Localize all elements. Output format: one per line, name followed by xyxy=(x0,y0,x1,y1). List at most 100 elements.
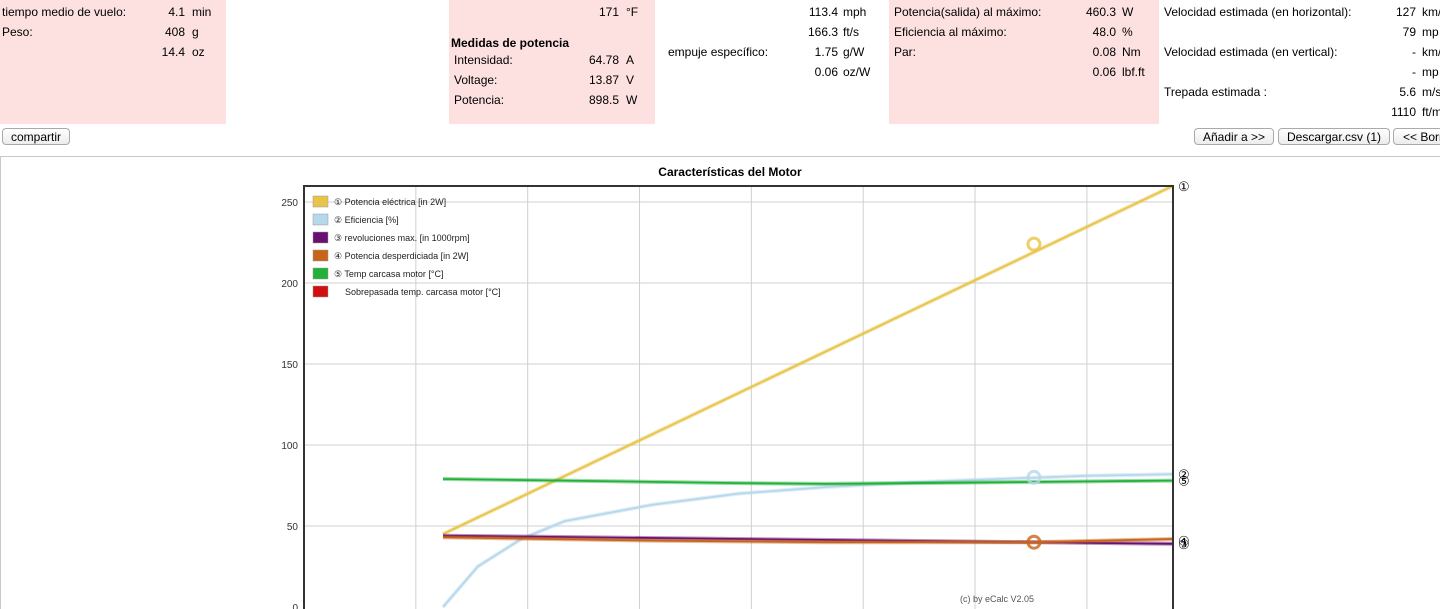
v-speed-mph-unit: mp xyxy=(1422,65,1439,79)
legend-label: ④ Potencia desperdiciada [in 2W] xyxy=(334,251,469,261)
y-tick-label: 50 xyxy=(287,522,299,533)
operating-point-marker xyxy=(1026,469,1042,485)
y-tick-label: 200 xyxy=(281,279,298,290)
legend-swatch xyxy=(312,267,329,280)
chart-grid xyxy=(304,186,1173,609)
power-value: 898.5 xyxy=(588,93,619,107)
weight-label: Peso: xyxy=(2,25,33,39)
current-value: 64.78 xyxy=(588,53,619,67)
legend-swatch xyxy=(312,213,329,226)
v-speed-kmh-unit: km/ xyxy=(1422,45,1440,59)
flight-time-value: 4.1 xyxy=(168,5,185,19)
weight-g-unit: g xyxy=(192,25,199,39)
y-tick-label: 150 xyxy=(281,360,298,371)
speed-fts-unit: ft/s xyxy=(843,25,860,39)
torque-lbf-value: 0.06 xyxy=(1092,65,1116,79)
delete-button[interactable]: << Borr xyxy=(1393,128,1440,145)
torque-lbf-unit: lbf.ft xyxy=(1122,65,1145,79)
max-eff-label: Eficiencia al máximo: xyxy=(894,25,1007,39)
thrust-ozw-unit: oz/W xyxy=(843,65,871,79)
climb-ms-value: 5.6 xyxy=(1399,85,1416,99)
temp-value: 171 xyxy=(598,5,619,19)
thrust-gw-unit: g/W xyxy=(843,45,865,59)
power-measures-panel xyxy=(449,0,655,124)
chart-title: Características del Motor xyxy=(658,165,802,179)
power-measures-title: Medidas de potencia xyxy=(451,36,570,50)
add-to-button[interactable]: Añadir a >> xyxy=(1194,128,1275,145)
h-speed-label: Velocidad estimada (en horizontal): xyxy=(1164,5,1352,19)
current-unit: A xyxy=(626,53,635,67)
motor-characteristics-chart: Características del Motor 0 50 100 150 200 25… xyxy=(281,165,1190,609)
section-divider xyxy=(0,156,1440,157)
chart-watermark: (c) by eCalc V2.05 xyxy=(960,594,1034,604)
v-speed-kmh-value: - xyxy=(1412,45,1416,59)
chart-legend: ① Potencia eléctrica [in 2W] ② Eficiencia… xyxy=(312,195,501,298)
flight-time-unit: min xyxy=(192,5,212,19)
y-tick-label: 100 xyxy=(281,441,298,452)
current-label: Intensidad: xyxy=(454,53,513,67)
chart-series xyxy=(441,183,1174,609)
legend-swatch xyxy=(312,231,329,244)
weight-oz-unit: oz xyxy=(192,45,205,59)
left-border xyxy=(0,156,1,609)
legend-label: ③ revoluciones max. [in 1000rpm] xyxy=(334,233,470,243)
end-labels: ① ②⑤ ③④ xyxy=(1178,179,1190,552)
voltage-unit: V xyxy=(626,73,635,87)
max-power-value: 460.3 xyxy=(1085,5,1116,19)
climb-label: Trepada estimada : xyxy=(1164,85,1267,99)
max-output-panel xyxy=(889,0,1159,124)
thrust-gw-value: 1.75 xyxy=(814,45,838,59)
y-axis: 0 50 100 150 200 250 xyxy=(281,198,298,609)
v-speed-label: Velocidad estimada (en vertical): xyxy=(1164,45,1338,59)
series-line xyxy=(442,536,1174,544)
torque-nm-unit: Nm xyxy=(1122,45,1141,59)
max-power-unit: W xyxy=(1122,5,1134,19)
voltage-label: Voltage: xyxy=(454,73,498,87)
h-speed-mph-value: 79 xyxy=(1402,25,1416,39)
operating-point-marker xyxy=(1026,534,1042,550)
h-speed-kmh-value: 127 xyxy=(1395,5,1416,19)
legend-label: ② Eficiencia [%] xyxy=(334,215,399,225)
temp-unit: °F xyxy=(626,5,639,19)
legend-swatch xyxy=(312,195,329,208)
speed-mph-value: 113.4 xyxy=(808,5,838,19)
max-eff-unit: % xyxy=(1122,25,1133,39)
flight-info-panel xyxy=(0,0,226,124)
y-tick-label: 0 xyxy=(292,603,298,609)
legend-label: Sobrepasada temp. carcasa motor [°C] xyxy=(345,287,501,297)
flight-time-label: tiempo medio de vuelo: xyxy=(2,5,127,19)
download-csv-button[interactable]: Descargar.csv (1) xyxy=(1278,128,1391,145)
series-end-label: ② xyxy=(1178,467,1190,482)
torque-nm-value: 0.08 xyxy=(1092,45,1116,59)
power-label: Potencia: xyxy=(454,93,505,107)
weight-oz-value: 14.4 xyxy=(161,45,185,59)
v-speed-mph-value: - xyxy=(1412,65,1416,79)
torque-label: Par: xyxy=(894,45,917,59)
share-button[interactable]: compartir xyxy=(2,128,71,145)
thrust-ozw-value: 0.06 xyxy=(814,65,838,79)
legend-label: ① Potencia eléctrica [in 2W] xyxy=(334,197,446,207)
max-power-label: Potencia(salida) al máximo: xyxy=(894,5,1042,19)
series-end-label: ③ xyxy=(1178,537,1190,552)
legend-label: ⑤ Temp carcasa motor [°C] xyxy=(334,269,444,279)
series-end-label: ① xyxy=(1178,179,1190,194)
speed-fts-value: 166.3 xyxy=(807,25,838,39)
voltage-value: 13.87 xyxy=(588,73,619,87)
climb-ftm-unit: ft/m xyxy=(1422,105,1440,119)
legend-swatch xyxy=(312,285,329,298)
y-tick-label: 250 xyxy=(281,198,298,209)
h-speed-mph-unit: mp xyxy=(1422,25,1439,39)
plot-frame xyxy=(303,185,1174,609)
climb-ms-unit: m/s xyxy=(1422,85,1440,99)
thrust-label: empuje específico: xyxy=(668,45,769,59)
series-end-label: ⑤ xyxy=(1178,474,1190,489)
weight-g-value: 408 xyxy=(164,25,185,39)
climb-ftm-value: 1110 xyxy=(1391,105,1416,119)
series-end-label: ④ xyxy=(1178,534,1190,549)
series-line xyxy=(442,184,1174,535)
max-eff-value: 48.0 xyxy=(1092,25,1116,39)
chart-highlights xyxy=(1026,236,1042,550)
power-unit: W xyxy=(626,93,638,107)
operating-point-marker xyxy=(1026,236,1042,252)
h-speed-kmh-unit: km/ xyxy=(1422,5,1440,19)
